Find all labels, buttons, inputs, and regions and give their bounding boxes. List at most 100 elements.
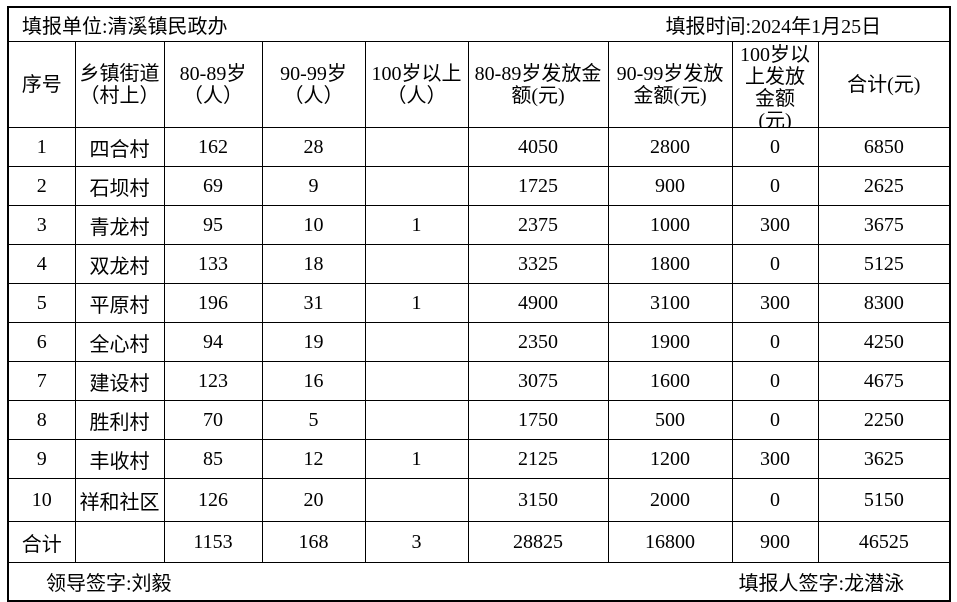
value-cell: 0 [731,244,819,284]
village-name-cell: 青龙村 [74,205,165,245]
value-cell [364,361,469,401]
value-cell: 2000 [607,478,733,522]
value-cell: 94 [163,322,263,362]
header-label: 100岁以上 （人） [371,62,462,107]
total-value-cell [74,521,165,563]
table-body: 1 四合村 162 28 4050 2800 0 6850 2 石坝村 69 9 1725 900 0 262… [7,127,951,522]
table-row: 5 平原村 196 31 1 4900 3100 300 8300 [7,283,951,323]
value-cell: 162 [163,127,263,167]
value-cell: 95 [163,205,263,245]
row-number-cell: 1 [7,127,76,167]
header-label: 80-89岁发放金 额(元) [474,62,602,107]
table-row: 3 青龙村 95 10 1 2375 1000 300 3675 [7,205,951,245]
row-number-cell: 3 [7,205,76,245]
value-cell: 2125 [467,439,609,479]
value-cell: 2800 [607,127,733,167]
value-cell: 4675 [817,361,951,401]
village-name-cell: 双龙村 [74,244,165,284]
value-cell: 0 [731,400,819,440]
header-label: 合计(元) [847,73,921,96]
value-cell: 300 [731,283,819,323]
value-cell: 18 [261,244,366,284]
value-cell: 20 [261,478,366,522]
value-cell: 5125 [817,244,951,284]
value-cell: 2250 [817,400,951,440]
table-row: 10 祥和社区 126 20 3150 2000 0 5150 [7,478,951,522]
header-label: 90-99岁发放 金额(元) [616,62,724,107]
total-value-cell: 28825 [467,521,609,563]
value-cell: 4050 [467,127,609,167]
value-cell: 10 [261,205,366,245]
header-cell: 100岁以 上发放 金额 (元) [731,41,819,128]
value-cell: 4250 [817,322,951,362]
header-cell: 80-89岁 （人） [163,41,263,128]
value-cell: 1 [364,439,469,479]
table-row: 2 石坝村 69 9 1725 900 0 2625 [7,166,951,206]
village-name-cell: 建设村 [74,361,165,401]
header-cell: 序号 [7,41,76,128]
total-value-cell: 168 [261,521,366,563]
value-cell: 16 [261,361,366,401]
value-cell: 300 [731,439,819,479]
total-row: 合计 1153 168 3 28825 16800 900 46525 [7,521,951,563]
value-cell: 8300 [817,283,951,323]
value-cell: 85 [163,439,263,479]
leader-signature-label: 领导签字:刘毅 [46,573,172,595]
title-cell: 填报单位:清溪镇民政办 填报时间:2024年1月25日 [7,6,951,42]
value-cell: 126 [163,478,263,522]
village-name-cell: 胜利村 [74,400,165,440]
value-cell: 69 [163,166,263,206]
value-cell: 12 [261,439,366,479]
total-label-cell: 合计 [7,521,76,563]
total-value-cell: 900 [731,521,819,563]
village-name-cell: 祥和社区 [74,478,165,522]
village-name-cell: 全心村 [74,322,165,362]
value-cell: 31 [261,283,366,323]
total-value-cell: 1153 [163,521,263,563]
value-cell: 1600 [607,361,733,401]
table-row: 9 丰收村 85 12 1 2125 1200 300 3625 [7,439,951,479]
value-cell: 3675 [817,205,951,245]
header-label: 80-89岁 （人） [179,62,247,107]
header-label: 序号 [21,73,62,96]
header-cell: 100岁以上 （人） [364,41,469,128]
value-cell [364,166,469,206]
value-cell: 196 [163,283,263,323]
value-cell: 1900 [607,322,733,362]
value-cell: 1725 [467,166,609,206]
village-name-cell: 石坝村 [74,166,165,206]
title-row: 填报单位:清溪镇民政办 填报时间:2024年1月25日 [7,6,951,42]
value-cell: 70 [163,400,263,440]
total-value-cell: 16800 [607,521,733,563]
value-cell: 2375 [467,205,609,245]
header-cell: 合计(元) [817,41,951,128]
value-cell: 1 [364,205,469,245]
value-cell: 133 [163,244,263,284]
value-cell: 300 [731,205,819,245]
row-number-cell: 5 [7,283,76,323]
value-cell: 1750 [467,400,609,440]
value-cell: 5 [261,400,366,440]
report-date-label: 填报时间:2024年1月25日 [665,16,882,38]
table-row: 4 双龙村 133 18 3325 1800 0 5125 [7,244,951,284]
row-number-cell: 2 [7,166,76,206]
value-cell: 2625 [817,166,951,206]
village-name-cell: 丰收村 [74,439,165,479]
value-cell: 6850 [817,127,951,167]
table-row: 8 胜利村 70 5 1750 500 0 2250 [7,400,951,440]
header-row: 序号 乡镇街道 （村上） 80-89岁 （人） 90-99岁 （人） 100岁以上 （人… [7,41,951,128]
value-cell: 0 [731,166,819,206]
value-cell [364,127,469,167]
header-label: 100岁以 上发放 金额 (元) [740,44,810,127]
total-value-cell: 3 [364,521,469,563]
value-cell: 500 [607,400,733,440]
row-number-cell: 7 [7,361,76,401]
row-number-cell: 6 [7,322,76,362]
header-label: 90-99岁 （人） [280,62,347,107]
value-cell [364,244,469,284]
value-cell: 5150 [817,478,951,522]
total-value-cell: 46525 [817,521,951,563]
value-cell [364,400,469,440]
header-cell: 90-99岁发放 金额(元) [607,41,733,128]
header-cell: 80-89岁发放金 额(元) [467,41,609,128]
